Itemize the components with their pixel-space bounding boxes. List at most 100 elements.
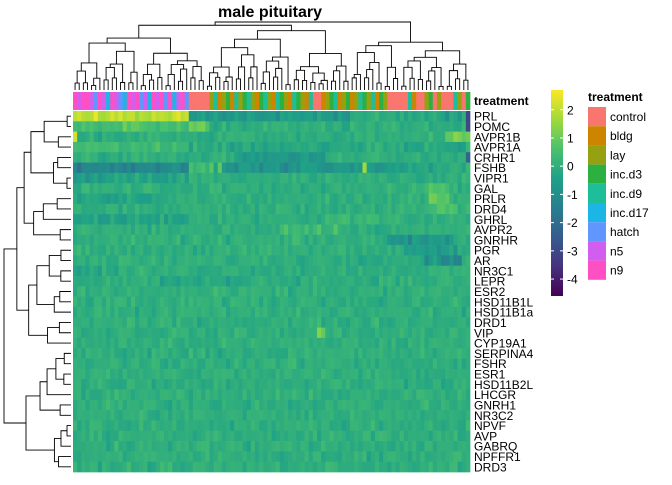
heatmap-cell (412, 461, 417, 473)
heatmap-cell (147, 430, 152, 442)
heatmap-cell (172, 296, 177, 308)
heatmap-cell (180, 399, 186, 411)
heatmap-cell (168, 214, 173, 225)
heatmap-cell (304, 389, 310, 401)
heatmap-cell (288, 111, 293, 122)
heatmap-cell (362, 337, 367, 349)
heatmap-cell (329, 183, 334, 194)
heatmap-cell (387, 193, 392, 205)
heatmap-cell (374, 306, 380, 318)
heatmap-cell (130, 317, 136, 328)
heatmap-cell (147, 379, 152, 390)
legend-swatch-inc-d17 (588, 203, 606, 223)
heatmap-cell (288, 317, 293, 328)
heatmap-cell (93, 141, 99, 153)
heatmap-cell (350, 337, 355, 349)
dendrogram-branch (235, 78, 241, 90)
heatmap-cell (370, 265, 376, 277)
heatmap-cell (275, 379, 281, 390)
heatmap-cell (337, 461, 343, 473)
heatmap-cell (97, 337, 103, 349)
heatmap-cell (399, 234, 405, 246)
heatmap-cell (85, 183, 90, 194)
heatmap-cell (209, 348, 214, 359)
dendrogram-branch (120, 82, 126, 90)
heatmap-cell (354, 430, 359, 442)
heatmap-cell (296, 131, 301, 143)
heatmap-cell (407, 234, 413, 246)
heatmap-cell (275, 265, 281, 277)
heatmap-cell (333, 203, 339, 215)
heatmap-cell (77, 276, 82, 287)
annotation-cell-control (395, 92, 401, 110)
heatmap-cell (163, 193, 169, 205)
heatmap-cell (354, 317, 359, 328)
heatmap-cell (93, 368, 99, 380)
chart-title: male pituitary (218, 4, 322, 21)
heatmap-cell (234, 203, 239, 215)
heatmap-cell (424, 451, 429, 463)
heatmap-cell (370, 172, 376, 184)
heatmap-cell (106, 317, 111, 328)
heatmap-cell (407, 162, 413, 174)
heatmap-cell (350, 152, 355, 163)
heatmap-cell (316, 441, 322, 452)
heatmap-cell (461, 172, 467, 184)
heatmap-cell (395, 172, 401, 184)
heatmap-cell (81, 131, 86, 143)
heatmap-cell (267, 348, 272, 359)
heatmap-cell (226, 245, 231, 256)
heatmap-cell (362, 389, 367, 401)
heatmap-cell (362, 420, 367, 432)
heatmap-cell (122, 337, 128, 349)
heatmap-cell (213, 337, 219, 349)
heatmap-cell (300, 430, 305, 442)
heatmap-cell (449, 286, 454, 297)
heatmap-cell (412, 348, 417, 359)
heatmap-cell (259, 255, 264, 267)
heatmap-cell (457, 183, 463, 194)
heatmap-cell (283, 441, 289, 452)
dendrogram-branch (157, 77, 163, 90)
heatmap-cell (457, 461, 463, 473)
heatmap-cell (304, 245, 310, 256)
heatmap-cell (321, 389, 326, 401)
heatmap-cell (354, 121, 359, 132)
heatmap-cell (209, 461, 214, 473)
heatmap-cell (250, 162, 256, 174)
heatmap-cell (436, 193, 442, 205)
heatmap-cell (395, 410, 401, 421)
heatmap-cell (130, 265, 136, 277)
heatmap-cell (263, 358, 268, 370)
heatmap-cell (416, 461, 421, 473)
heatmap-cell (163, 296, 169, 308)
heatmap-cell (221, 389, 227, 401)
heatmap-cell (147, 358, 152, 370)
heatmap-cell (391, 162, 396, 174)
heatmap-cell (283, 430, 289, 442)
heatmap-cell (168, 276, 173, 287)
heatmap-cell (226, 224, 231, 236)
heatmap-cell (308, 203, 314, 215)
dendrogram-branch (63, 373, 71, 385)
heatmap-cell (135, 193, 140, 205)
heatmap-cell (428, 111, 434, 122)
heatmap-cell (151, 121, 157, 132)
heatmap-cell (172, 141, 177, 153)
heatmap-cell (188, 358, 194, 370)
heatmap-cell (159, 234, 165, 246)
heatmap-cell (259, 327, 264, 339)
heatmap-cell (135, 131, 140, 143)
heatmap-cell (453, 265, 458, 277)
heatmap-cell (217, 111, 223, 122)
heatmap-cell (110, 317, 115, 328)
heatmap-cell (333, 430, 339, 442)
heatmap-cell (424, 234, 429, 246)
heatmap-cell (296, 172, 301, 184)
heatmap-cell (143, 162, 148, 174)
heatmap-cell (379, 327, 384, 339)
heatmap-cell (354, 183, 359, 194)
heatmap-cell (122, 131, 128, 143)
heatmap-cell (350, 111, 355, 122)
heatmap-cell (271, 183, 276, 194)
